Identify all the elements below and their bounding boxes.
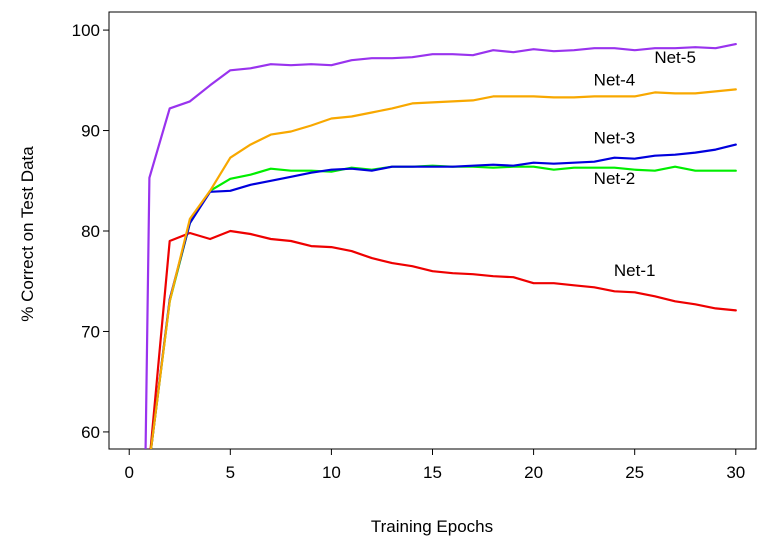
y-tick-label: 70 xyxy=(81,322,100,341)
x-tick-label: 10 xyxy=(322,463,341,482)
x-axis: 0 5 10 15 20 25 30 xyxy=(124,449,745,482)
x-tick-label: 25 xyxy=(625,463,644,482)
series-line-net-2 xyxy=(149,164,737,449)
series-label-net-3: Net-3 xyxy=(594,129,636,148)
series-label-net-1: Net-1 xyxy=(614,261,656,280)
series-label-net-2: Net-2 xyxy=(594,169,636,188)
x-tick-label: 15 xyxy=(423,463,442,482)
series-line-net-5 xyxy=(144,42,737,449)
series-line-net-4 xyxy=(149,88,737,449)
x-tick-label: 0 xyxy=(124,463,133,482)
y-tick-label: 80 xyxy=(81,222,100,241)
series-label-net-5: Net-5 xyxy=(654,48,696,67)
series-line-net-1 xyxy=(149,229,737,449)
plot-frame xyxy=(108,11,757,450)
x-tick-label: 5 xyxy=(226,463,235,482)
y-tick-label: 100 xyxy=(72,21,100,40)
series-label-net-4: Net-4 xyxy=(594,70,636,89)
x-tick-label: 20 xyxy=(524,463,543,482)
series-lines xyxy=(144,42,737,449)
series-line-net-3 xyxy=(149,143,737,449)
series-labels: Net-1 Net-2 Net-3 Net-4 Net-5 xyxy=(594,48,696,280)
x-tick-label: 30 xyxy=(726,463,745,482)
y-tick-label: 60 xyxy=(81,423,100,442)
y-axis: 60 70 80 90 100 xyxy=(72,21,109,442)
y-axis-title: % Correct on Test Data xyxy=(18,146,37,322)
x-axis-title: Training Epochs xyxy=(371,517,493,536)
y-tick-label: 90 xyxy=(81,122,100,141)
